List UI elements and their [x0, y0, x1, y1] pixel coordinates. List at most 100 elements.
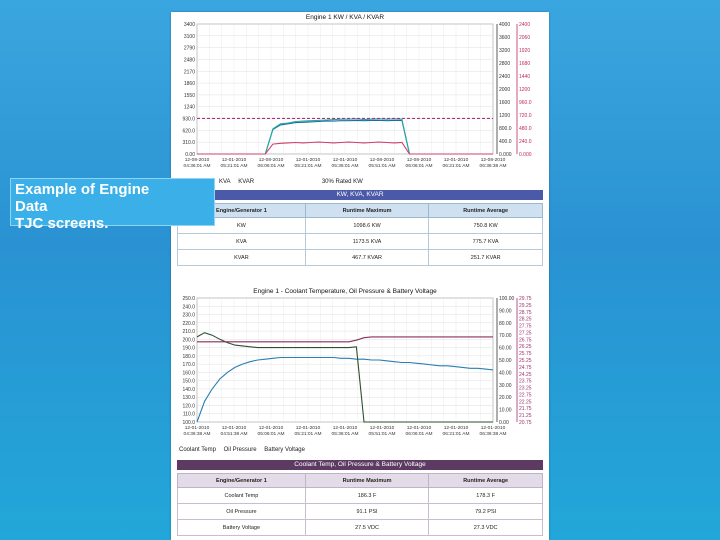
temp-legend: Coolant Temp Oil Pressure Battery Voltag…	[179, 447, 311, 453]
power-summary-title: KW, KVA, KVAR	[177, 190, 543, 200]
runtime-avg-value: 79.2 PSI	[428, 503, 543, 520]
right-tick-label: 1440	[519, 74, 530, 80]
engine-power-chart: Engine 1 KW / KVA / KVAR 3400 3100 2790 2480…	[182, 14, 532, 169]
column-header: Engine/Generator 1	[177, 473, 306, 488]
x-tick-label: 06:36:38 AM	[480, 431, 507, 437]
row-label: KVAR	[177, 249, 306, 266]
x-tick-label: 04:36:01 AM	[184, 163, 211, 169]
chart-title: Engine 1 KW / KVA / KVAR	[306, 14, 384, 21]
right-tick-label: 90.00	[499, 308, 512, 314]
series-line-coolant-temp	[196, 356, 494, 423]
right-tick-label: 21.25	[519, 413, 532, 419]
y-tick-label: 930.0	[182, 117, 195, 123]
power-summary-table: Engine/Generator 1 Runtime Maximum Runti…	[177, 203, 543, 266]
right-tick-label: 1920	[519, 48, 530, 54]
row-label: KVA	[177, 233, 306, 250]
x-tick-label: 05:36:01 AM	[332, 431, 359, 437]
right-tick-label: 50.00	[499, 358, 512, 364]
right-tick-label: 4000	[499, 22, 510, 28]
y-tick-label: 1860	[184, 81, 195, 87]
table-row: KW 1098.6 KW 750.8 KW	[177, 217, 543, 234]
x-tick-label: 12-01-2010	[444, 425, 469, 431]
right-tick-label: 0.00	[499, 420, 509, 426]
y-tick-label: 120.0	[182, 403, 195, 409]
x-tick-label: 05:21:01 AM	[295, 431, 322, 437]
legend-item-kvar: KVAR	[238, 179, 255, 185]
x-tick-label: 06:06:01 AM	[406, 431, 433, 437]
right-tick-label: 60.00	[499, 346, 512, 352]
right-tick-label: 23.75	[519, 379, 532, 385]
legend-item-battery: Battery Voltage	[264, 447, 305, 453]
x-tick-label: 12-01-2010	[444, 157, 469, 163]
x-tick-label: 12-08-2010	[481, 157, 506, 163]
runtime-max-value: 467.7 KVAR	[304, 249, 430, 266]
right-tick-label: 40.00	[499, 370, 512, 376]
right-tick-label: 20.75	[519, 420, 532, 426]
y-tick-label: 2480	[184, 57, 195, 63]
x-tick-label: 06:06:01 AM	[258, 163, 285, 169]
right-tick-label: 240.0	[519, 139, 532, 145]
temp-summary-title: Coolant Temp, Oil Pressure & Battery Vol…	[177, 460, 543, 470]
y-tick-label: 110.0	[183, 412, 195, 418]
right-tick-label: 2800	[499, 61, 510, 67]
x-tick-label: 05:21:01 AM	[295, 163, 322, 169]
right-tick-label: 29.25	[519, 303, 532, 309]
y-tick-label: 620.0	[182, 128, 195, 134]
y-tick-label: 3400	[184, 22, 195, 28]
power-legend: KVA KVAR 30% Rated KW	[219, 179, 369, 185]
x-tick-label: 12-08-2010	[407, 157, 432, 163]
right-tick-label: 27.25	[519, 330, 532, 336]
y-tick-label: 150.0	[182, 379, 195, 385]
x-tick-label: 04:36:38 AM	[184, 431, 211, 437]
right-tick-label: 25.75	[519, 351, 532, 357]
right-tick-label: 0.000	[519, 152, 532, 158]
right-tick-label: 28.75	[519, 310, 532, 316]
x-tick-label: 05:51:01 AM	[369, 431, 396, 437]
right-tick-label: 800.0	[499, 126, 512, 132]
x-tick-label: 12-01-2010	[185, 425, 210, 431]
right-tick-label: 1200	[519, 87, 530, 93]
right-tick-label: 22.25	[519, 399, 532, 405]
right-tick-label: 26.75	[519, 337, 532, 343]
right-tick-label: 25.25	[519, 358, 532, 364]
x-tick-label: 06:21:01 AM	[443, 431, 470, 437]
right-tick-label: 480.0	[519, 126, 532, 132]
y-tick-label: 180.0	[182, 354, 195, 360]
chart-title: Engine 1 - Coolant Temperature, Oil Pres…	[253, 288, 437, 295]
right-tick-label: 22.75	[519, 392, 532, 398]
right-tick-label: 0.000	[499, 152, 512, 158]
x-tick-label: 12-01-2010	[333, 157, 358, 163]
y-tick-label: 130.0	[182, 395, 195, 401]
y-tick-label: 100.0	[182, 420, 195, 426]
x-tick-label: 12-08-2010	[185, 157, 210, 163]
right-tick-label: 1600	[499, 100, 510, 106]
x-tick-label: 05:51:01 AM	[369, 163, 396, 169]
y-tick-label: 0.00	[185, 152, 195, 158]
right-tick-label: 24.75	[519, 365, 532, 371]
y-tick-label: 140.0	[182, 387, 195, 393]
right-tick-label: 30.00	[499, 383, 512, 389]
y-tick-label: 240.0	[182, 304, 195, 310]
right-tick-label: 29.75	[519, 296, 532, 302]
row-label: Oil Pressure	[177, 503, 306, 520]
right-tick-label: 20.00	[499, 395, 512, 401]
series-line-kvar	[197, 141, 493, 155]
right-tick-label: 100.00	[499, 296, 515, 302]
table-row: Oil Pressure 91.1 PSI 79.2 PSI	[177, 503, 543, 520]
x-tick-label: 12-01-2010	[370, 425, 395, 431]
caption-box: Example of Engine Data TJC screens.	[10, 178, 215, 232]
x-tick-label: 06:21:01 AM	[443, 163, 470, 169]
caption-line-1: Example of Engine	[15, 181, 150, 198]
temp-summary-table: Engine/Generator 1 Runtime Maximum Runti…	[177, 473, 543, 536]
runtime-max-value: 91.1 PSI	[304, 503, 430, 520]
y-tick-label: 190.0	[182, 346, 195, 352]
y-tick-label: 200.0	[182, 337, 195, 343]
right-tick-label: 21.75	[519, 406, 532, 412]
right-tick-label: 24.25	[519, 372, 532, 378]
right-tick-label: 2400	[499, 74, 510, 80]
x-tick-label: 06:06:01 AM	[406, 163, 433, 169]
y-tick-label: 2170	[184, 69, 195, 75]
runtime-avg-value: 27.3 VDC	[428, 519, 543, 536]
report-sheet: Engine 1 KW / KVA / KVAR 3400 3100 2790 2480…	[171, 12, 549, 540]
table-row: KVA 1173.5 KVA 775.7 KVA	[177, 233, 543, 250]
